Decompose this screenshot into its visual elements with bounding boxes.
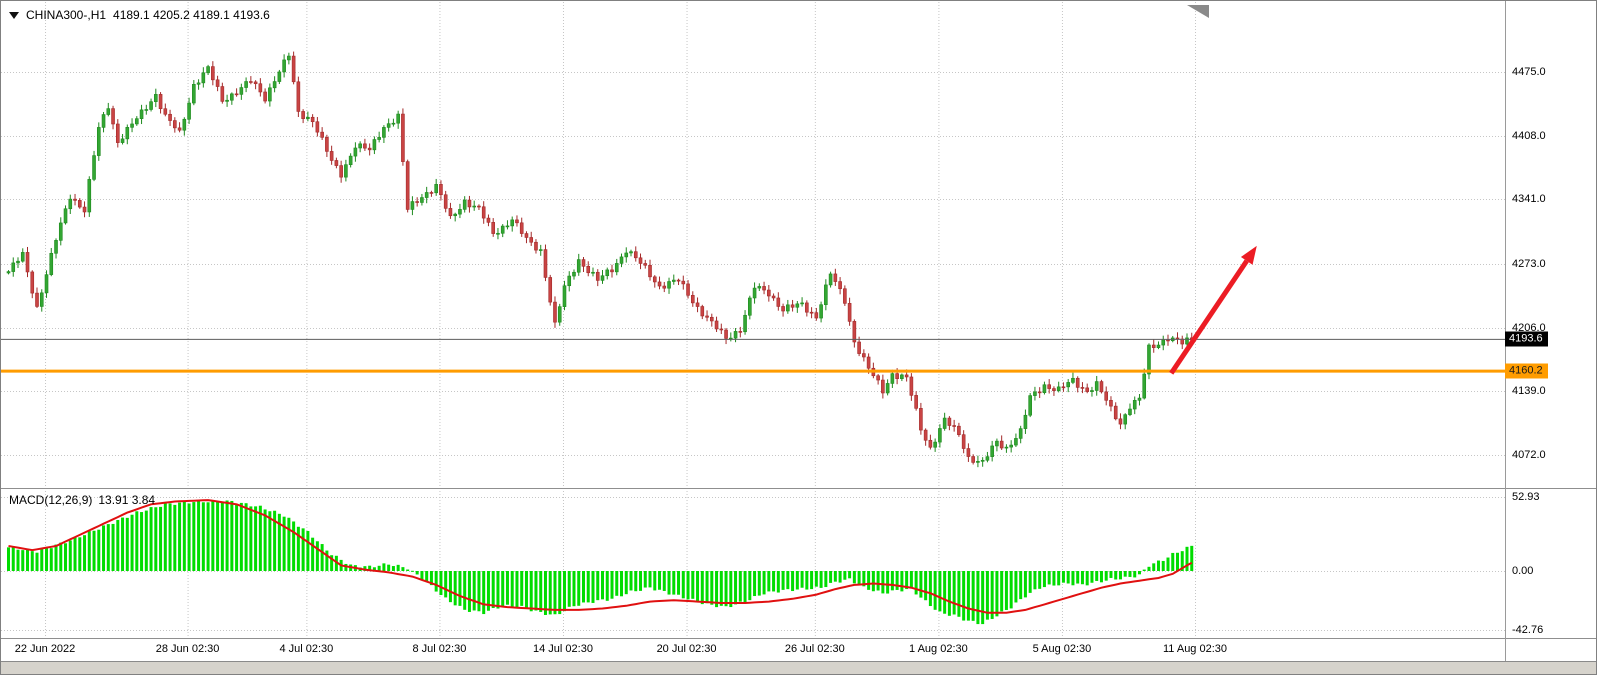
time-axis-label: 5 Aug 02:30 xyxy=(1032,643,1092,655)
trend-arrow[interactable] xyxy=(1169,245,1257,375)
time-axis-label: 8 Jul 02:30 xyxy=(412,643,467,655)
chart-header: CHINA300-,H1 4189.1 4205.2 4189.1 4193.6 xyxy=(9,8,270,22)
horizontal-scrollbar[interactable] xyxy=(1,661,1596,674)
time-axis-label: 11 Aug 02:30 xyxy=(1162,643,1228,655)
support-level-tag: 4160.2 xyxy=(1505,363,1548,379)
price-axis-label: 4341.0 xyxy=(1512,193,1546,206)
current-price-tag: 4193.6 xyxy=(1505,331,1548,347)
time-axis-label: 14 Jul 02:30 xyxy=(533,643,593,655)
time-axis-label: 4 Jul 02:30 xyxy=(279,643,334,655)
time-axis-label: 22 Jun 2022 xyxy=(14,643,76,655)
symbol-label: CHINA300-,H1 xyxy=(26,8,107,22)
time-axis-label: 28 Jun 02:30 xyxy=(155,643,220,655)
grid-lines xyxy=(1,2,1505,638)
macd-histogram xyxy=(7,500,1194,625)
chart-shift-marker-icon[interactable] xyxy=(1187,5,1209,18)
macd-axis-label: 0.00 xyxy=(1512,565,1534,577)
candlestick-series xyxy=(6,51,1194,468)
price-axis-label: 4408.0 xyxy=(1512,129,1546,142)
macd-signal-line xyxy=(8,499,1193,614)
time-axis-label: 20 Jul 02:30 xyxy=(656,643,717,655)
macd-indicator-label: MACD(12,26,9) 13.91 3.84 xyxy=(9,493,155,507)
macd-values: 13.91 3.84 xyxy=(98,493,156,507)
price-axis-label: 4475.0 xyxy=(1512,66,1546,78)
time-axis-label: 1 Aug 02:30 xyxy=(909,643,968,655)
macd-axis-label: 52.93 xyxy=(1512,491,1540,504)
price-axis-label: 4206.0 xyxy=(1512,321,1546,334)
symbol-marker-icon xyxy=(9,11,19,19)
price-axis-label: 4139.0 xyxy=(1512,385,1546,398)
ohlc-readout: 4189.1 4205.2 4189.1 4193.6 xyxy=(113,8,270,22)
price-axis-label: 4273.0 xyxy=(1512,257,1546,270)
macd-name: MACD(12,26,9) xyxy=(9,493,93,507)
time-axis-label: 26 Jul 02:30 xyxy=(784,643,845,655)
macd-axis-label: -42.76 xyxy=(1512,624,1544,637)
price-axis-label: 4072.0 xyxy=(1512,449,1546,461)
